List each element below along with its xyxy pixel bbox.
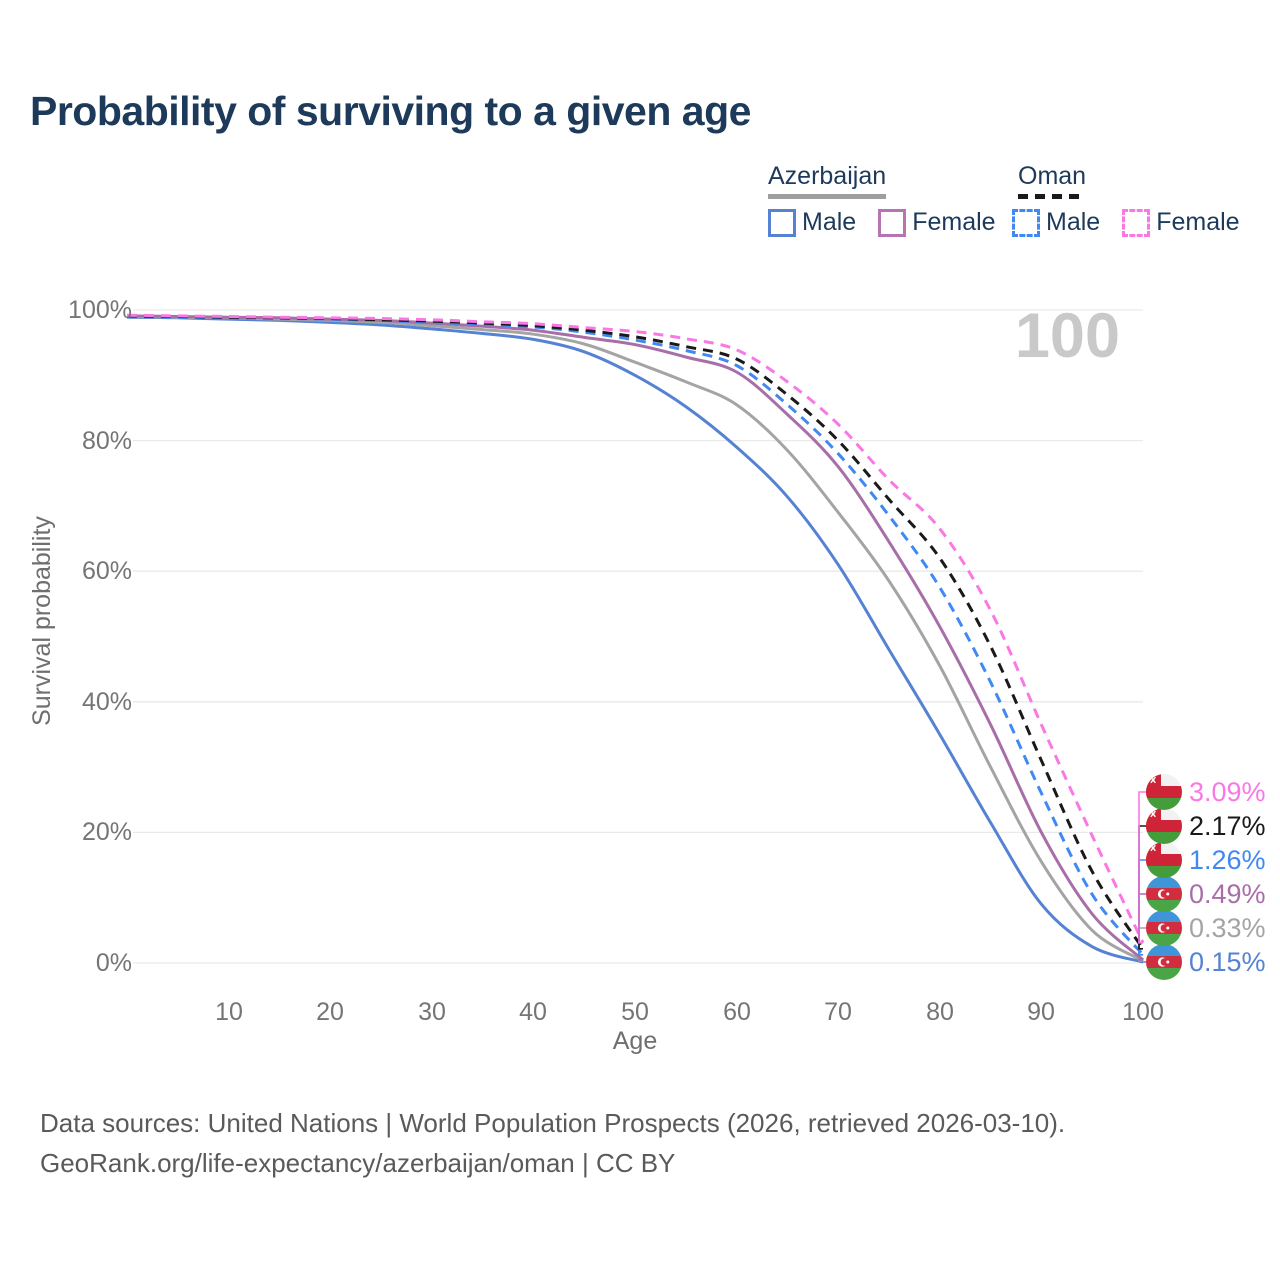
y-tick-label: 20% xyxy=(81,818,132,846)
legend-item-oman-female[interactable]: Female xyxy=(1122,208,1240,237)
x-tick-label: 70 xyxy=(824,998,852,1026)
end-label-azerbaijan-male: 0.15% xyxy=(1146,944,1266,980)
azerbaijan-flag-icon xyxy=(1146,876,1182,912)
oman-flag-icon xyxy=(1146,808,1182,844)
end-label-value: 2.17% xyxy=(1189,811,1266,841)
y-tick-label: 40% xyxy=(81,688,132,716)
gridlines xyxy=(133,309,1143,964)
legend-country-azerbaijan[interactable]: Azerbaijan xyxy=(768,162,887,199)
y-tick-label: 80% xyxy=(81,427,132,455)
end-label-azerbaijan-female: 0.49% xyxy=(1146,876,1266,912)
x-tick-label: 80 xyxy=(926,998,954,1026)
y-tick-label: 0% xyxy=(95,949,132,977)
oman-flag-icon xyxy=(1146,842,1182,878)
legend-underline xyxy=(1018,194,1087,199)
legend-item-oman-male[interactable]: Male xyxy=(1012,208,1100,237)
x-tick-label: 50 xyxy=(621,998,649,1026)
survival-curves xyxy=(126,313,1145,964)
end-label-oman-female: 3.09% xyxy=(1146,774,1266,810)
footer-attribution: GeoRank.org/life-expectancy/azerbaijan/o… xyxy=(40,1148,676,1178)
end-label-value: 0.15% xyxy=(1189,947,1266,977)
age-watermark: 100 xyxy=(1014,301,1120,371)
legend-swatch-icon xyxy=(878,208,907,237)
y-axis-title: Survival probability xyxy=(28,516,56,726)
end-label-azerbaijan-both-sexes: 0.33% xyxy=(1146,910,1266,946)
x-axis-title: Age xyxy=(612,1027,658,1055)
x-tick-label: 30 xyxy=(418,998,446,1026)
x-tick-label: 40 xyxy=(519,998,547,1026)
legend-group-oman: Oman Male Female xyxy=(1012,162,1240,237)
end-label-oman-both-sexes: 2.17% xyxy=(1146,808,1266,844)
x-tick-label: 20 xyxy=(316,998,344,1026)
legend-country-oman[interactable]: Oman xyxy=(1018,162,1087,199)
legend-swatch-icon xyxy=(768,208,796,237)
legend-item-azerbaijan-female[interactable]: Female xyxy=(878,208,996,237)
legend-group-azerbaijan: Azerbaijan Male Female xyxy=(768,162,996,237)
legend-swatch-icon xyxy=(1122,208,1151,237)
end-label-value: 3.09% xyxy=(1189,777,1266,807)
azerbaijan-flag-icon xyxy=(1146,944,1182,980)
end-label-connectors xyxy=(1138,791,1146,963)
connector-oman-female xyxy=(1138,791,1146,944)
connector-oman-both-sexes xyxy=(1138,825,1146,950)
curve-oman-male[interactable] xyxy=(126,315,1145,956)
y-tick-label: 60% xyxy=(81,557,132,585)
y-tick-label: 100% xyxy=(68,296,132,324)
legend-swatch-icon xyxy=(1012,208,1040,237)
end-label-value: 1.26% xyxy=(1189,845,1266,875)
end-label-value: 0.49% xyxy=(1189,879,1266,909)
footer-data-sources: Data sources: United Nations | World Pop… xyxy=(40,1108,1066,1138)
legend-underline xyxy=(768,194,887,199)
page-title: Probability of surviving to a given age xyxy=(30,88,751,134)
azerbaijan-flag-icon xyxy=(1146,910,1182,946)
end-label-value: 0.33% xyxy=(1189,913,1266,943)
curve-azerbaijan-both-sexes[interactable] xyxy=(126,315,1144,963)
legend-item-azerbaijan-male[interactable]: Male xyxy=(768,208,856,237)
oman-flag-icon xyxy=(1146,774,1182,810)
x-tick-label: 60 xyxy=(723,998,751,1026)
x-tick-label: 10 xyxy=(215,998,243,1026)
end-label-oman-male: 1.26% xyxy=(1146,842,1266,878)
curve-azerbaijan-male[interactable] xyxy=(126,315,1144,964)
curve-oman-both-sexes[interactable] xyxy=(126,314,1145,950)
curve-oman-female[interactable] xyxy=(126,313,1145,944)
curve-azerbaijan-female[interactable] xyxy=(126,314,1144,961)
x-tick-label: 100 xyxy=(1122,998,1164,1026)
x-tick-label: 90 xyxy=(1027,998,1055,1026)
